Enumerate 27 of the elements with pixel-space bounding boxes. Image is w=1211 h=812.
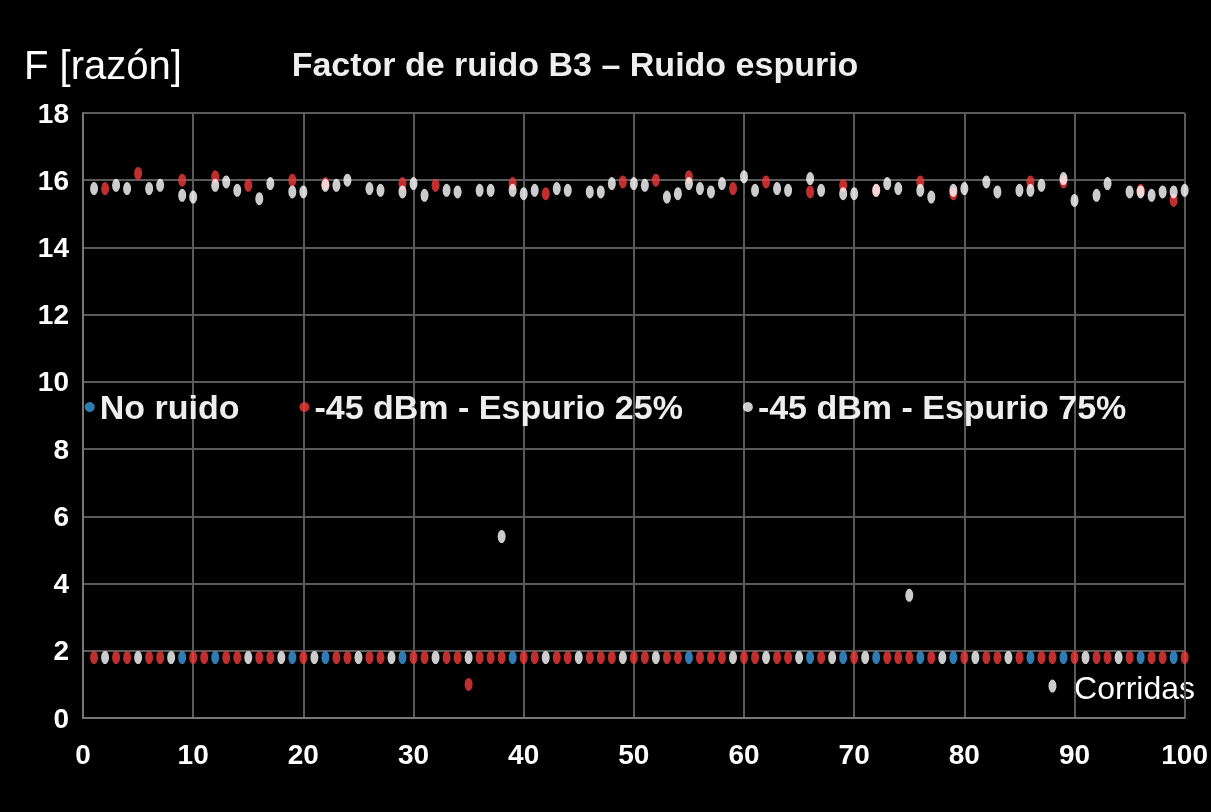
- y-tick-label: 18: [37, 97, 69, 129]
- x-tick-label: 80: [948, 738, 980, 770]
- x-tick-label: 90: [1058, 738, 1091, 770]
- y-tick-label: 12: [37, 299, 69, 331]
- x-axis-title: Corridas: [1074, 670, 1195, 706]
- y-tick-label: 10: [37, 366, 69, 398]
- x-tick-label: 100: [1161, 738, 1208, 770]
- x-tick-label: 60: [728, 738, 760, 770]
- x-tick-label: 10: [177, 738, 209, 770]
- y-tick-label: 0: [53, 702, 69, 734]
- legend-label: -45 dBm - Espurio 75%: [757, 388, 1127, 426]
- y-axis-title: F [razón]: [24, 43, 182, 87]
- y-tick-label: 4: [53, 568, 70, 600]
- legend-label: -45 dBm - Espurio 25%: [314, 388, 683, 426]
- y-tick-label: 2: [53, 635, 69, 667]
- y-tick-label: 6: [53, 500, 69, 532]
- x-tick-label: 20: [287, 738, 319, 770]
- x-tick-label: 50: [618, 738, 650, 770]
- y-tick-label: 16: [37, 164, 69, 196]
- y-tick-label: 8: [53, 433, 69, 465]
- chart-title: Factor de ruido B3 – Ruido espurio: [291, 45, 859, 83]
- x-tick-label: 40: [508, 738, 540, 770]
- x-tick-label: 30: [397, 738, 430, 770]
- y-tick-label: 14: [37, 231, 70, 263]
- x-tick-label: 0: [75, 738, 91, 770]
- legend-label: No ruido: [99, 388, 240, 426]
- x-tick-label: 70: [838, 738, 870, 770]
